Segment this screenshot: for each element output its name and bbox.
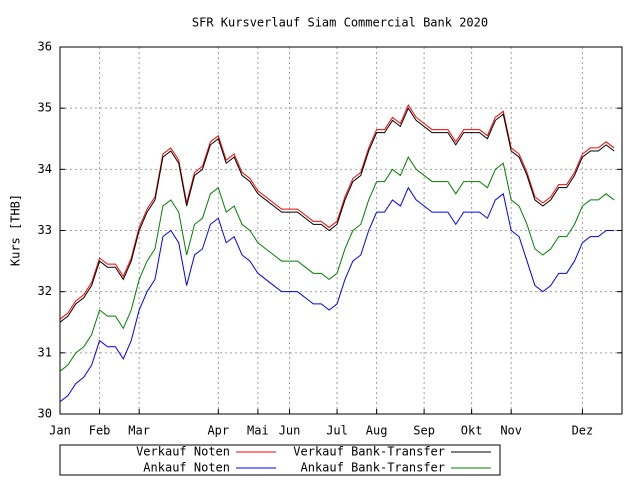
series-line xyxy=(59,186,615,403)
y-tick-label: 31 xyxy=(38,345,52,359)
series-line xyxy=(59,156,615,372)
legend-label: Verkauf Bank-Transfer xyxy=(293,445,445,459)
y-tick-label: 33 xyxy=(38,223,52,237)
y-tick-label: 34 xyxy=(38,162,52,176)
x-tick-label: Sep xyxy=(413,424,435,438)
legend-label: Verkauf Noten xyxy=(136,445,230,459)
x-tick-label: Jan xyxy=(49,424,71,438)
y-tick-label: 35 xyxy=(38,101,52,115)
legend-label: Ankauf Noten xyxy=(143,461,230,475)
series-line xyxy=(59,107,615,323)
y-axis-label: Kurs [THB] xyxy=(9,194,23,266)
x-tick-label: Aug xyxy=(366,424,388,438)
x-tick-label: Mar xyxy=(128,424,150,438)
x-tick-label: Okt xyxy=(461,424,483,438)
y-tick-label: 30 xyxy=(38,407,52,421)
y-tick-label: 32 xyxy=(38,284,52,298)
x-tick-label: Jun xyxy=(279,424,301,438)
x-tick-label: Dez xyxy=(572,424,594,438)
x-tick-label: Nov xyxy=(500,424,522,438)
x-tick-label: Apr xyxy=(207,424,229,438)
chart-title: SFR Kursverlauf Siam Commercial Bank 202… xyxy=(192,16,488,30)
x-tick-label: Feb xyxy=(89,424,111,438)
x-tick-label: Jul xyxy=(326,424,348,438)
series-line xyxy=(59,104,615,320)
plot-frame xyxy=(59,46,623,415)
legend-label: Ankauf Bank-Transfer xyxy=(301,461,446,475)
legend-box xyxy=(59,444,501,476)
y-tick-label: 36 xyxy=(38,40,52,54)
x-tick-label: Mai xyxy=(247,424,269,438)
